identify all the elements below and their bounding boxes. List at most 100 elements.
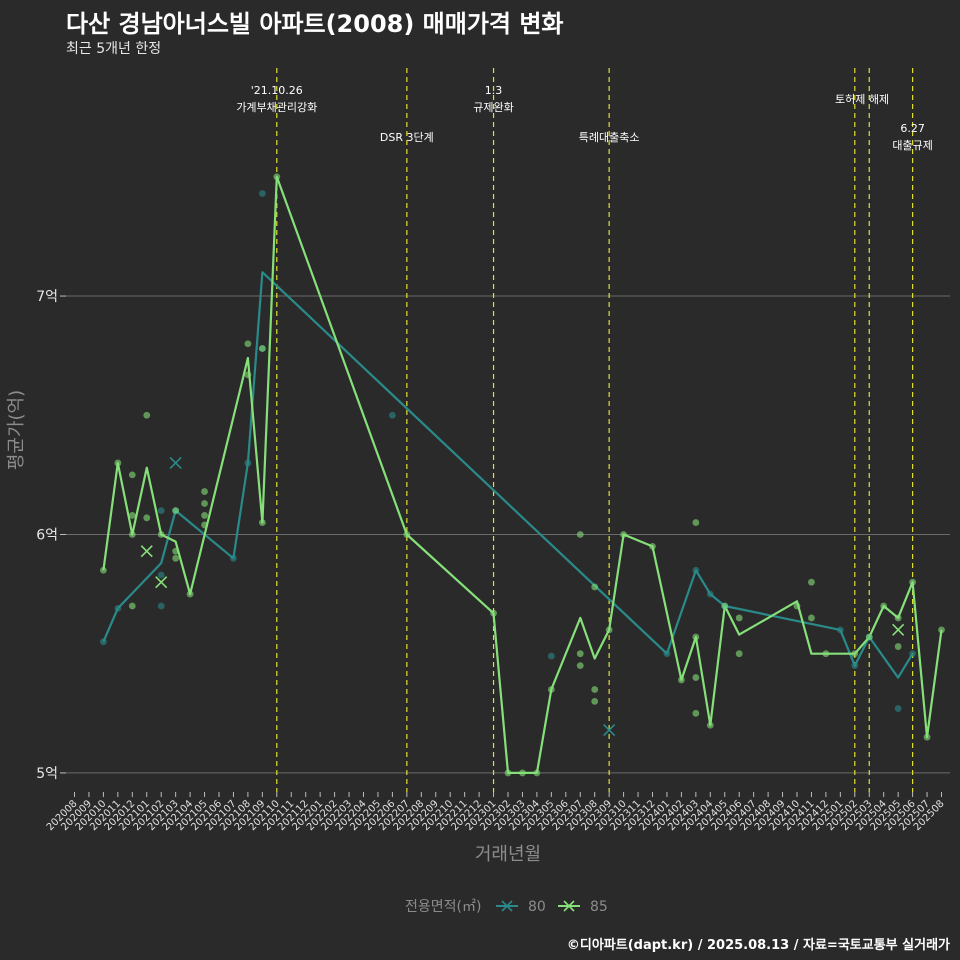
- series-80-point: [547, 652, 555, 660]
- series-85-point: [128, 602, 136, 610]
- series-80-point: [706, 590, 714, 598]
- series-85-point: [591, 583, 599, 591]
- series-85-point: [808, 578, 815, 586]
- y-tick-label: 5억: [36, 766, 58, 782]
- series-85-point: [692, 674, 700, 681]
- series-80-point: [663, 650, 671, 658]
- series-80-point: [244, 459, 252, 467]
- chart-subtitle: 최근 5개년 한정: [66, 41, 162, 57]
- series-85-point: [909, 578, 916, 586]
- series-85-point: [678, 676, 685, 684]
- series-85-point: [172, 547, 180, 555]
- series-85-point: [793, 602, 801, 610]
- series-85-point: [692, 519, 700, 526]
- series-85-point: [201, 500, 208, 507]
- event-label: 가계부채관리강화: [236, 101, 317, 114]
- x-axis-title: 거래년월: [475, 844, 541, 865]
- series-85-point: [620, 531, 627, 538]
- series-85-point: [157, 531, 165, 538]
- series-85-line: [102, 175, 943, 775]
- series-85-point: [114, 459, 122, 467]
- event-label: 특례대출축소: [579, 131, 640, 144]
- event-label: 토허제 해제: [835, 92, 889, 106]
- series-80-point: [692, 566, 700, 574]
- series-85-point: [201, 488, 208, 495]
- series-85-x-mark: [155, 576, 168, 589]
- series-80-point: [894, 705, 902, 712]
- series-85-point: [258, 345, 266, 352]
- legend-title: 전용면적(㎡): [405, 899, 481, 915]
- event-label: 대출규제: [892, 139, 932, 152]
- series-85-point: [576, 650, 584, 658]
- series-85-point: [172, 554, 180, 562]
- series-85-point: [258, 519, 266, 526]
- series-80-point: [389, 411, 396, 419]
- series-85-point: [591, 686, 599, 693]
- series-85-point: [533, 769, 541, 777]
- series-layer: [100, 173, 945, 777]
- series-85-point: [128, 531, 136, 538]
- series-85-point: [143, 411, 151, 419]
- event-label: 규제완화: [473, 101, 513, 114]
- series-80-point: [836, 626, 844, 634]
- series-85-point: [576, 662, 584, 670]
- event-label: DSR 3단계: [380, 131, 434, 144]
- series-80-x-mark: [169, 456, 182, 470]
- series-85-point: [865, 633, 873, 641]
- series-85-point: [706, 721, 714, 729]
- y-axis-title: 평균가(억): [6, 390, 27, 470]
- series-85-point: [735, 650, 743, 658]
- series-85-point: [894, 643, 902, 650]
- series-85-point: [692, 633, 700, 641]
- chart-title: 다산 경남아너스빌 아파트(2008) 매매가격 변화: [66, 10, 564, 38]
- series-80-point: [157, 571, 165, 579]
- series-85-point: [880, 602, 888, 610]
- series-85-point: [735, 614, 743, 622]
- series-80-point: [230, 554, 237, 562]
- series-85-point: [244, 371, 252, 379]
- series-85-point: [692, 709, 700, 717]
- legend: 전용면적(㎡) 80 85: [405, 899, 608, 915]
- legend-swatch-x: [563, 900, 575, 912]
- series-85-point: [822, 650, 830, 658]
- series-85-point: [273, 173, 281, 181]
- series-80-point: [851, 662, 859, 670]
- series-85-x-mark: [140, 545, 153, 558]
- y-axis-ticks: 5억 6억 7억: [36, 289, 66, 782]
- series-80-point: [114, 605, 122, 612]
- series-85-point: [851, 650, 859, 658]
- series-85-point: [576, 531, 584, 538]
- event-label: 6.27: [900, 122, 925, 135]
- series-85-point: [403, 531, 411, 538]
- series-85-point: [201, 521, 208, 529]
- source-caption: ©디아파트(dapt.kr) / 2025.08.13 / 자료=국토교통부 실…: [566, 938, 950, 953]
- series-85-point: [100, 566, 107, 574]
- series-85-point: [128, 512, 136, 519]
- grid-lines: [66, 295, 950, 774]
- series-80-point: [258, 190, 266, 197]
- series-85-point: [504, 769, 512, 777]
- series-85-point: [923, 733, 931, 741]
- series-80-point: [100, 638, 107, 646]
- series-85-point: [244, 340, 252, 348]
- legend-label-80: 80: [528, 899, 546, 915]
- series-85-point: [519, 769, 526, 777]
- event-lines: [276, 68, 914, 792]
- y-tick-label: 7억: [36, 289, 58, 305]
- series-85-point: [938, 626, 945, 634]
- series-85-point: [201, 512, 208, 519]
- event-label: '21.10.26: [251, 84, 303, 97]
- series-85-point: [186, 590, 194, 598]
- series-80-point: [157, 507, 165, 515]
- series-85-point: [547, 686, 555, 693]
- series-80-point: [909, 650, 916, 658]
- event-label: 1.3: [485, 84, 503, 97]
- series-80-line: [102, 271, 914, 679]
- legend-label-85: 85: [590, 899, 608, 915]
- series-85-point: [128, 471, 136, 479]
- x-axis-ticks: 2020082020092020102020112020122021012021…: [45, 792, 947, 833]
- series-85-point: [490, 609, 497, 617]
- series-85-point: [605, 626, 613, 634]
- series-85-point: [894, 614, 902, 622]
